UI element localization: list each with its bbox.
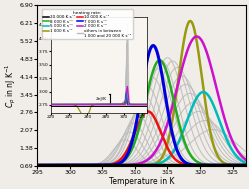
Legend: 20 000 K s⁻¹, 8 000 K s⁻¹, 5 000 K s⁻¹, 1 000 K s⁻¹, 10 000 K s⁻¹, 7 000 K s⁻¹, : 20 000 K s⁻¹, 8 000 K s⁻¹, 5 000 K s⁻¹, …	[42, 9, 132, 39]
X-axis label: Temperature in K: Temperature in K	[109, 177, 174, 186]
Y-axis label: $C_p$ in nJ K$^{-1}$: $C_p$ in nJ K$^{-1}$	[3, 63, 18, 108]
